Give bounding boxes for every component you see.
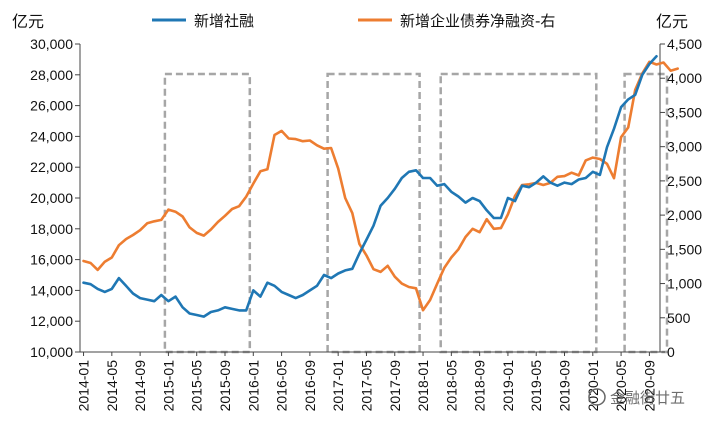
right-tick-label: 3,500	[667, 104, 702, 120]
left-tick-label: 24,000	[30, 128, 73, 144]
x-tick-label: 2017-01	[330, 360, 346, 412]
legend: 新增社融 新增企业债券净融资-右	[152, 12, 555, 30]
x-tick-label: 2019-09	[557, 360, 573, 412]
x-tick-label: 2019-05	[528, 360, 544, 412]
left-tick-label: 30,000	[30, 36, 73, 52]
series-line-social-financing	[82, 54, 658, 318]
x-tick-label: 2020-05	[613, 360, 629, 412]
right-tick-label: 500	[667, 310, 691, 326]
left-tick-label: 16,000	[30, 252, 73, 268]
x-tick-label: 2015-09	[217, 360, 233, 412]
highlight-box	[326, 72, 421, 354]
series-lines	[82, 54, 680, 318]
right-tick-label: 3,000	[667, 139, 702, 155]
right-tick-label: 4,000	[667, 70, 702, 86]
left-tick-label: 20,000	[30, 190, 73, 206]
x-tick-label: 2014-01	[76, 360, 92, 412]
series-line-corporate-bonds	[82, 60, 680, 312]
x-tick-label: 2014-05	[104, 360, 120, 412]
left-tick-label: 22,000	[30, 159, 73, 175]
left-tick-label: 10,000	[30, 344, 73, 360]
right-tick-label: 2,500	[667, 173, 702, 189]
x-tick-label: 2016-09	[302, 360, 318, 412]
left-tick-label: 26,000	[30, 98, 73, 114]
right-tick-label: 1,500	[667, 241, 702, 257]
watermark: 金融街廿五	[588, 388, 685, 407]
x-tick-label: 2014-09	[132, 360, 148, 412]
watermark-text: 金融街廿五	[610, 389, 685, 407]
left-tick-label: 14,000	[30, 282, 73, 298]
x-tick-label: 2017-05	[358, 360, 374, 412]
right-tick-label: 2,000	[667, 207, 702, 223]
x-tick-label: 2016-01	[245, 360, 261, 412]
x-tick-label: 2018-09	[472, 360, 488, 412]
left-tick-label: 18,000	[30, 221, 73, 237]
x-tick-label: 2015-01	[160, 360, 176, 412]
x-tick-label: 2018-05	[443, 360, 459, 412]
left-tick-label: 28,000	[30, 67, 73, 83]
x-tick-label: 2018-01	[415, 360, 431, 412]
left-axis-unit: 亿元	[12, 12, 44, 31]
legend-label: 新增社融	[194, 12, 254, 30]
right-tick-label: 1,000	[667, 276, 702, 292]
x-tick-label: 2019-01	[500, 360, 516, 412]
x-tick-label: 2015-05	[189, 360, 205, 412]
wechat-icon	[588, 388, 606, 406]
legend-label: 新增企业债券净融资-右	[400, 12, 555, 30]
right-tick-label: 0	[667, 344, 675, 360]
right-axis-unit: 亿元	[656, 12, 688, 31]
x-tick-label: 2017-09	[387, 360, 403, 412]
axes: 10,000 12,000 14,000 16,000 18,000 20,000 22,0…	[30, 36, 702, 411]
right-tick-label: 4,500	[667, 36, 702, 52]
x-tick-label: 2020-09	[641, 360, 657, 412]
left-tick-label: 12,000	[30, 313, 73, 329]
highlight-box	[439, 72, 598, 354]
x-tick-label: 2016-05	[274, 360, 290, 412]
